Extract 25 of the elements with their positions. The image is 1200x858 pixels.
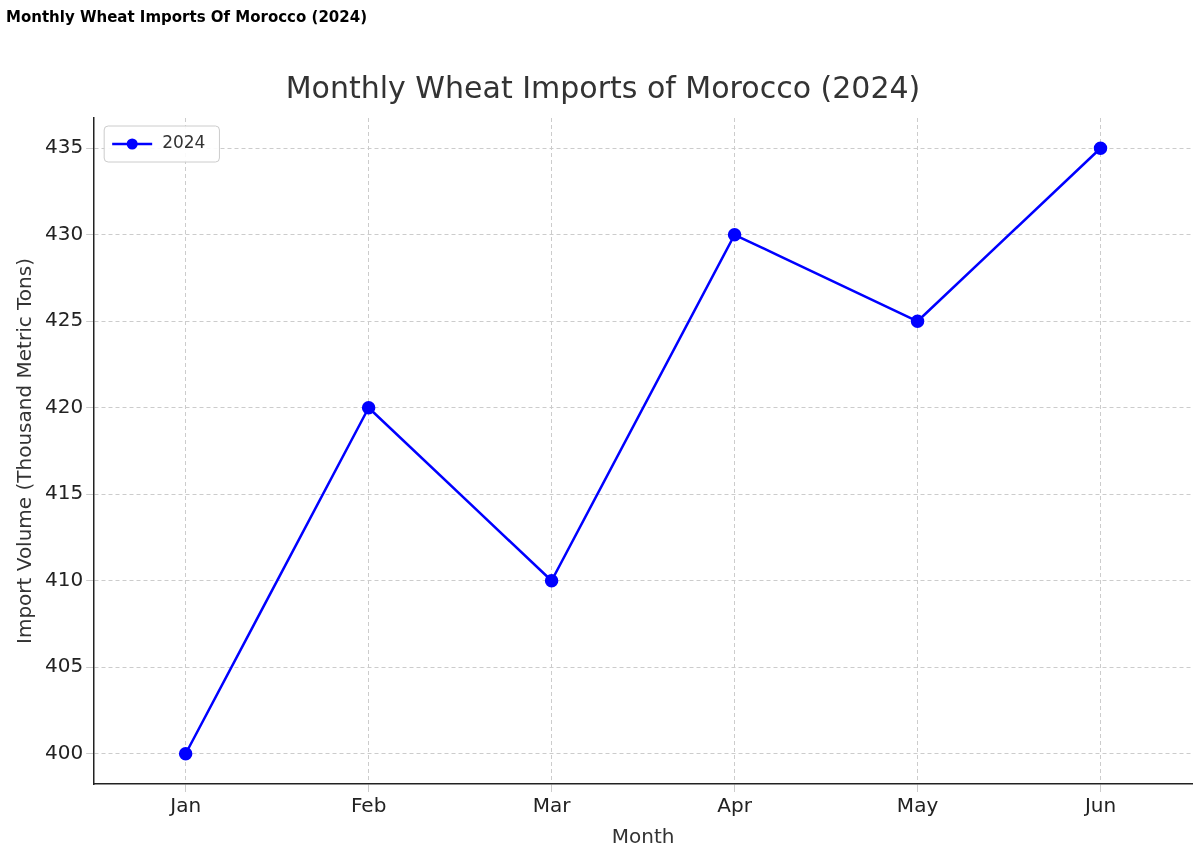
chart-subtitle: Monthly Wheat Imports of Morocco (2024) [285,69,921,105]
chart-title: Monthly Wheat Imports Of Morocco (2024) [5,7,368,28]
y-tick-label: 435 [44,134,84,159]
y-tick-label: 415 [44,480,84,505]
legend-label: 2024 [162,132,206,153]
x-tick-label: Feb [350,793,387,818]
x-tick-label: Mar [532,793,572,818]
x-axis-title: Month [611,824,675,849]
point [361,401,376,415]
y-tick-label: 420 [44,393,84,418]
y-tick-label: 400 [44,739,84,764]
point [910,314,925,329]
point [727,228,742,242]
point [544,573,559,588]
y-tick-label: 430 [44,220,84,245]
y-tick-label: 410 [44,566,84,591]
point [178,746,193,761]
y-axis-title: Import Volume (Thousand Metric Tons) [12,258,37,644]
x-tick-label: May [896,793,939,818]
x-tick-label: Jun [1082,793,1117,818]
y-tick-label: 425 [44,307,84,332]
x-tick-label: Apr [717,793,753,818]
point [1093,141,1108,156]
y-tick-label: 405 [44,653,84,678]
x-tick-label: Jan [168,793,202,818]
